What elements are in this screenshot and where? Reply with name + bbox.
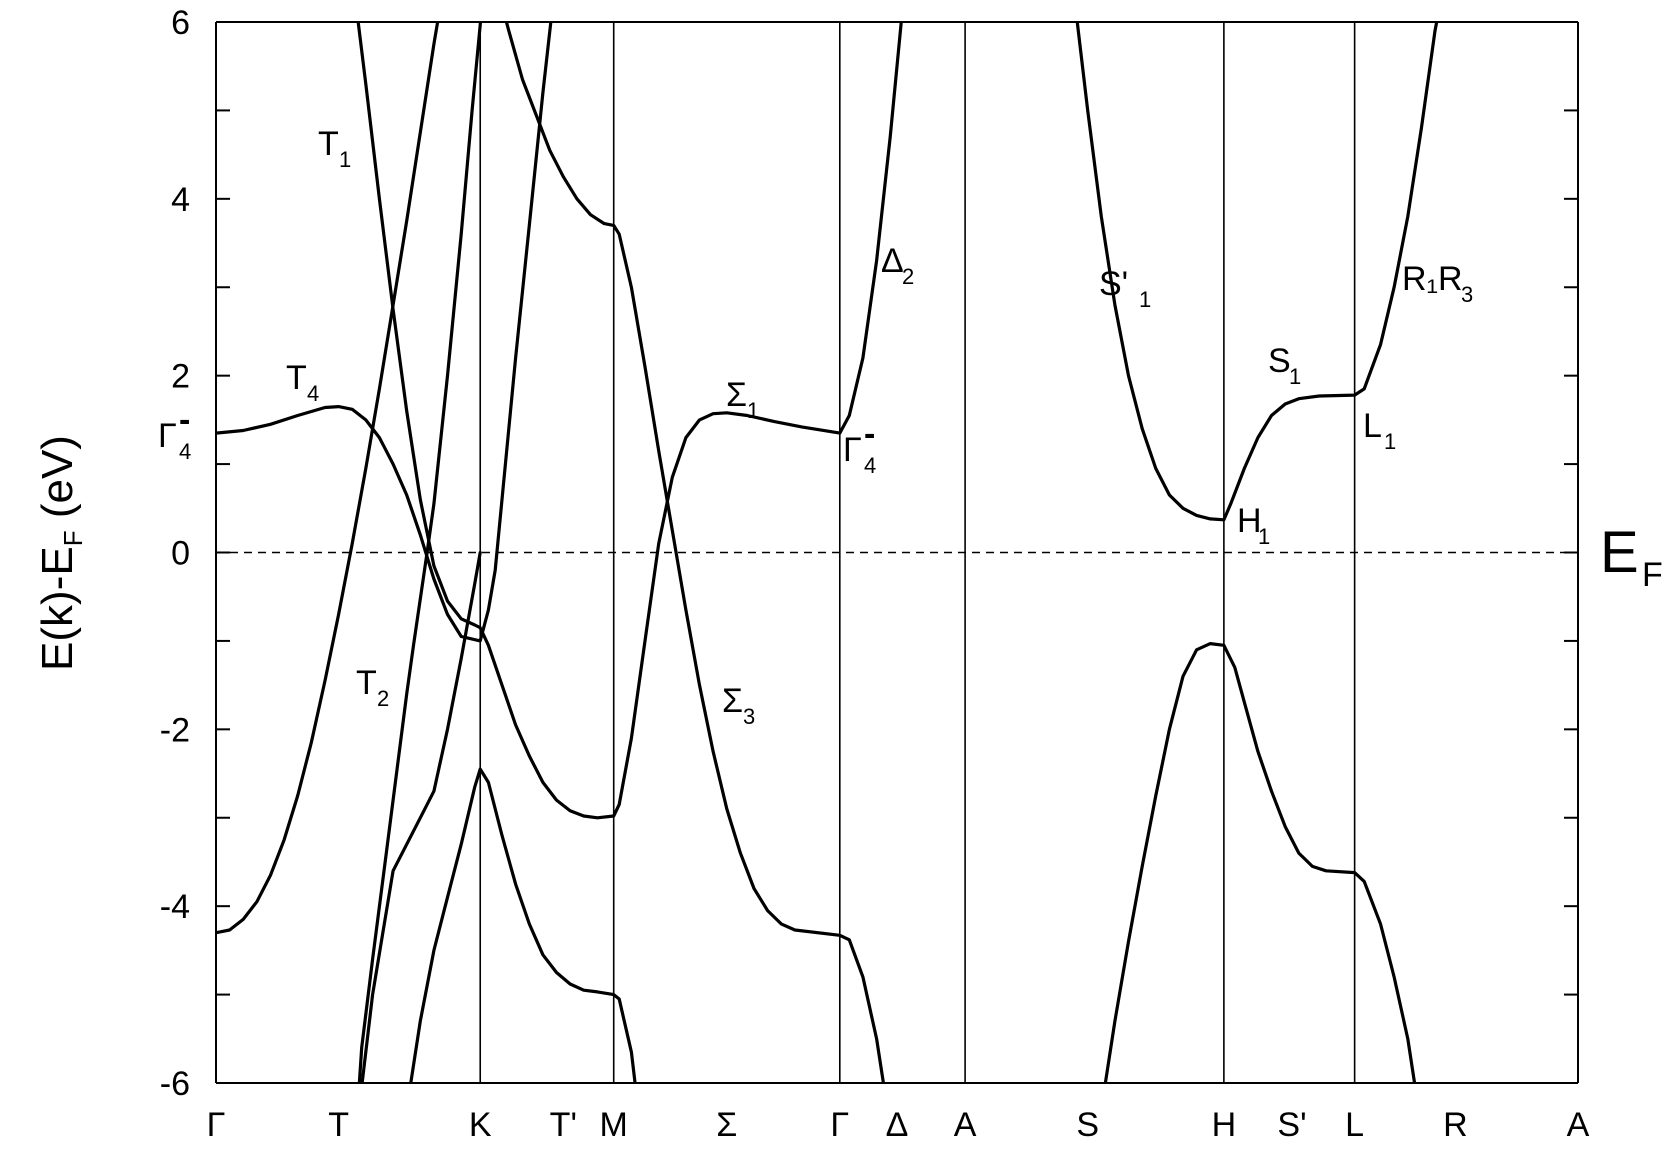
band-annotation-main: R₁R [1402, 260, 1463, 298]
k-point-label: M [600, 1106, 628, 1144]
k-point-label: S [1076, 1106, 1099, 1144]
band-annotation-main: L [1363, 407, 1382, 445]
band-annotation-subscript: 1 [1139, 287, 1151, 312]
y-tick-label: 4 [171, 181, 190, 219]
k-point-label: T' [550, 1106, 577, 1144]
band-annotation-subscript: 1 [1289, 364, 1301, 389]
y-tick-label: -6 [160, 1065, 190, 1103]
band-annotation: Δ2 [881, 242, 914, 289]
band-line [360, 550, 482, 1083]
band-line [504, 22, 886, 1083]
y-tick-label: 2 [171, 358, 190, 396]
band-annotation-subscript: 1 [1384, 429, 1396, 454]
y-axis-label-unit: (eV) [33, 435, 82, 530]
band-annotation: H1 [1237, 502, 1270, 549]
fermi-level-label-subscript: F [1642, 556, 1663, 594]
band-annotation-subscript: 4 [179, 439, 191, 464]
band-annotation-main: T [318, 125, 339, 163]
y-axis-label-subscript: F [58, 530, 88, 546]
band-annotation-main: Σ [726, 376, 747, 414]
y-axis-label: E(k)-EF (eV) [33, 435, 88, 671]
band-annotation-main: Σ [722, 682, 743, 720]
k-point-label: S' [1277, 1106, 1306, 1144]
band-annotation-subscript: 3 [1461, 282, 1473, 307]
band-annotation-main: S [1268, 342, 1291, 380]
band-annotation-subscript: 1 [1258, 524, 1270, 549]
k-point-label: L [1345, 1106, 1364, 1144]
band-annotation: Γ 4- [158, 401, 191, 464]
band-line [1075, 22, 1439, 522]
band-annotation-subscript: 1 [339, 147, 351, 172]
k-point-label: A [1567, 1106, 1590, 1144]
y-tick-label: -4 [160, 888, 190, 926]
band-annotation-main: Γ [158, 417, 177, 455]
band-annotation-subscript: 4 [307, 381, 319, 406]
k-point-label: Γ [207, 1106, 226, 1144]
k-point-label: R [1443, 1106, 1468, 1144]
fermi-level-label: E [1600, 520, 1639, 585]
band-annotation-superscript: - [179, 401, 190, 439]
k-point-label: H [1212, 1106, 1237, 1144]
band-line [357, 22, 483, 1083]
band-annotation-superscript: - [864, 415, 875, 453]
band-annotation-main: T [286, 359, 307, 397]
band-line [1103, 642, 1417, 1083]
y-axis-label-text: E(k)-E [33, 546, 82, 671]
band-annotation-main: Γ [843, 431, 862, 469]
k-point-label: A [954, 1106, 977, 1144]
band-line [216, 22, 553, 643]
y-tick-label: -2 [160, 711, 190, 749]
band-annotation: Γ 4- [843, 415, 876, 478]
band-annotation-main: T [356, 664, 377, 702]
band-line [216, 22, 440, 935]
band-annotation-subscript: 3 [743, 704, 755, 729]
band-annotation-subscript: 1 [747, 398, 759, 423]
band-annotation-subscript: 2 [902, 264, 914, 289]
k-point-label: T [328, 1106, 349, 1144]
band-annotation-main: S' [1099, 265, 1128, 303]
band-annotation-main: Δ [881, 242, 904, 280]
band-annotation-subscript: 2 [377, 686, 389, 711]
k-point-label: Δ [886, 1106, 909, 1144]
k-point-label: Γ [830, 1106, 849, 1144]
band-annotation-subscript: 4 [864, 453, 876, 478]
k-point-label: Σ [716, 1106, 737, 1144]
y-tick-label: 6 [171, 4, 190, 42]
band-line [409, 767, 637, 1083]
band-line [356, 22, 903, 820]
band-annotation: S1 [1268, 342, 1301, 389]
y-tick-label: 0 [171, 535, 190, 573]
band-annotation-main: H [1237, 502, 1262, 540]
k-point-label: K [469, 1106, 492, 1144]
band-annotation: S' 1 [1099, 265, 1151, 312]
